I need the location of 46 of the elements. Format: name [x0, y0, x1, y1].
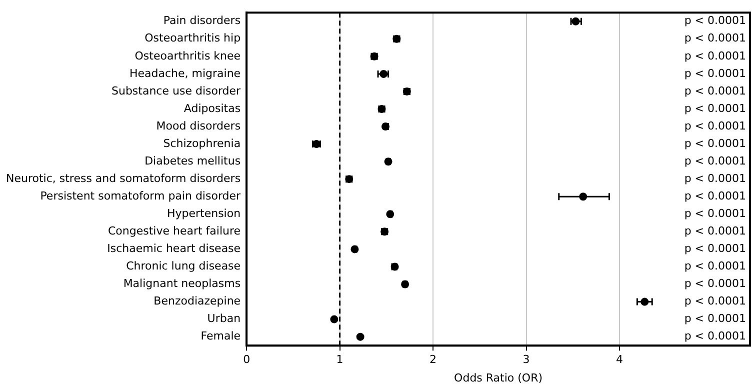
y-tick-label: Substance use disorder [111, 84, 242, 98]
y-tick-label: Persistent somatoform pain disorder [40, 189, 242, 202]
y-tick-label: Urban [207, 312, 241, 326]
y-tick-label: Congestive heart failure [108, 224, 241, 238]
annotation: p < 0.0001 [684, 172, 746, 185]
point [356, 332, 364, 341]
annotation: p < 0.0001 [684, 14, 746, 28]
y-tick-label: Hypertension [166, 207, 241, 220]
y-tick-label: Diabetes mellitus [144, 154, 241, 168]
y-tick-label: Pain disorders [163, 14, 241, 28]
x-axis-title: Odds Ratio (OR) [454, 371, 543, 384]
x-tick-label: 3 [522, 353, 530, 366]
annotation: p < 0.0001 [684, 102, 746, 115]
y-tick-label: Chronic lung disease [126, 260, 241, 273]
annotation: p < 0.0001 [684, 260, 746, 273]
y-tick-label: Benzodiazepine [154, 294, 241, 308]
annotation: p < 0.0001 [684, 224, 746, 238]
annotation: p < 0.0001 [684, 84, 746, 98]
annotation: p < 0.0001 [684, 32, 746, 45]
x-tick-label: 2 [430, 353, 437, 366]
annotation: p < 0.0001 [684, 277, 746, 290]
y-tick-label: Adipositas [184, 102, 241, 115]
annotation: p < 0.0001 [684, 119, 746, 132]
y-tick-label: Osteoarthritis knee [134, 49, 241, 62]
annotation: p < 0.0001 [684, 294, 746, 308]
y-tick-label: Neurotic, stress and somatoform disorders [6, 172, 241, 185]
annotation: p < 0.0001 [684, 330, 746, 343]
y-tick-label: Malignant neoplasms [123, 277, 241, 290]
annotation: p < 0.0001 [684, 312, 746, 326]
point [330, 315, 338, 324]
annotation: p < 0.0001 [684, 136, 746, 150]
annotation: p < 0.0001 [684, 242, 746, 256]
x-tick-label: 1 [336, 353, 344, 366]
y-tick-label: Osteoarthritis hip [144, 32, 241, 45]
y-tick-label: Schizophrenia [163, 136, 241, 150]
x-tick-label: 0 [243, 353, 250, 366]
x-tick-label: 4 [616, 353, 623, 366]
annotation: p < 0.0001 [684, 66, 746, 80]
y-tick-label: Ischaemic heart disease [107, 242, 241, 256]
y-tick-label: Mood disorders [156, 119, 241, 132]
annotation: p < 0.0001 [684, 189, 746, 202]
annotation: p < 0.0001 [684, 49, 746, 62]
annotation: p < 0.0001 [684, 154, 746, 168]
y-tick-label: Female [200, 330, 241, 343]
y-tick-label: Headache, migraine [129, 66, 241, 80]
annotation: p < 0.0001 [684, 207, 746, 220]
